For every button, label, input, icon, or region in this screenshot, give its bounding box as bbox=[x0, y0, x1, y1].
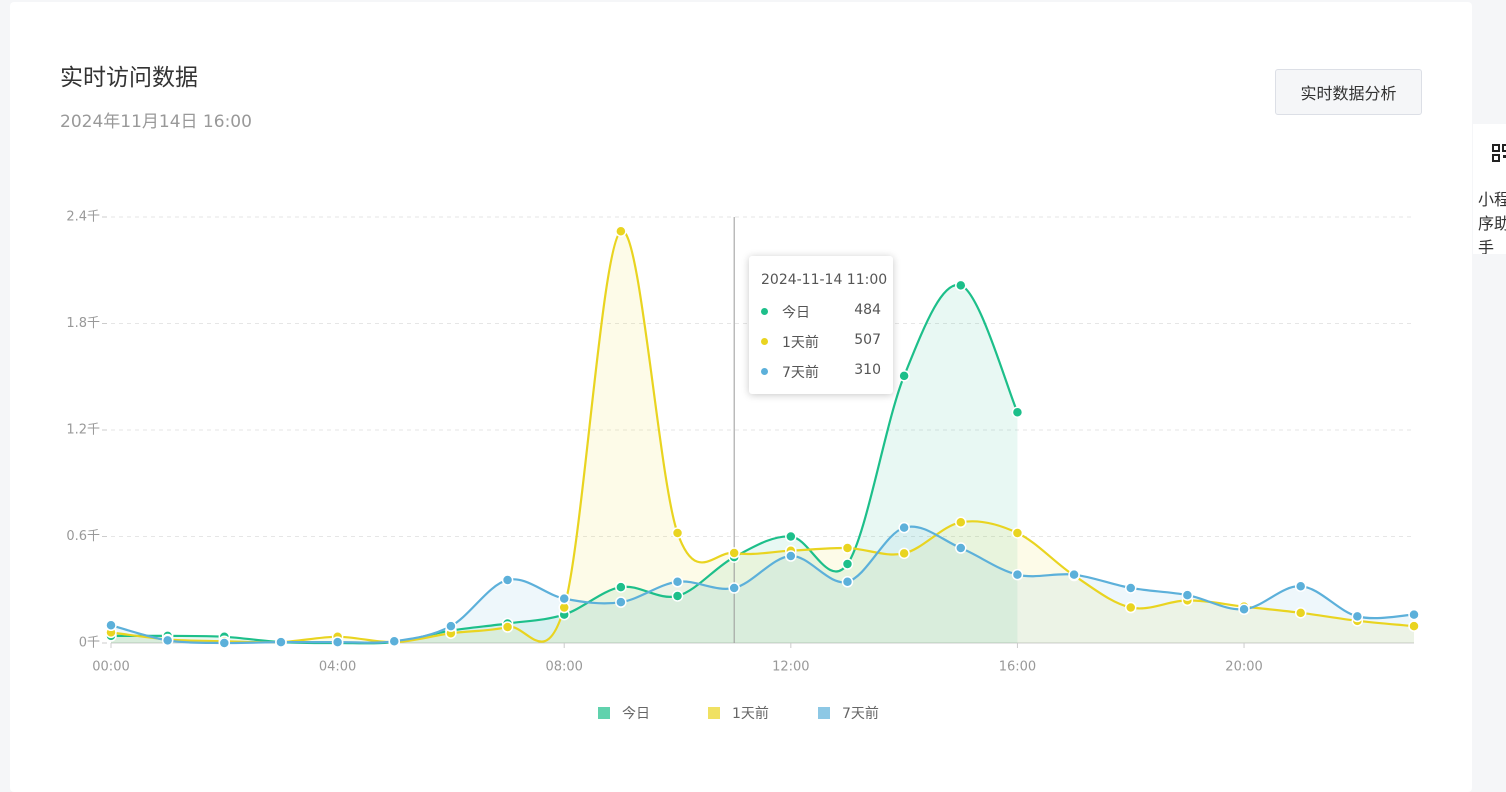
data-point bbox=[785, 530, 797, 543]
data-point bbox=[615, 225, 627, 237]
data-point bbox=[1408, 608, 1420, 621]
data-point bbox=[898, 547, 910, 560]
y-tick-label: 0千 bbox=[79, 636, 100, 651]
tooltip-dot bbox=[761, 308, 768, 315]
tooltip-dot bbox=[761, 368, 768, 375]
x-tick-label: 12:00 bbox=[772, 660, 809, 675]
data-point bbox=[1011, 568, 1024, 581]
data-point bbox=[1408, 620, 1420, 632]
data-point bbox=[558, 592, 570, 605]
data-point bbox=[785, 550, 797, 562]
legend-label: 7天前 bbox=[842, 705, 879, 722]
tooltip-value: 310 bbox=[854, 362, 881, 378]
data-point bbox=[1181, 589, 1194, 601]
data-point bbox=[1294, 607, 1307, 619]
data-point bbox=[1124, 582, 1137, 594]
data-point bbox=[1124, 601, 1137, 614]
data-point bbox=[615, 581, 627, 593]
tooltip-value: 484 bbox=[854, 302, 881, 318]
x-tick-label: 08:00 bbox=[545, 660, 582, 675]
tooltip-row: 7天前 310 bbox=[761, 362, 881, 382]
data-point bbox=[898, 521, 910, 534]
tooltip: 2024-11-14 11:00 今日 484 1天前 507 7天前 310 bbox=[749, 256, 893, 394]
legend-label: 今日 bbox=[622, 706, 650, 722]
legend-swatch bbox=[818, 707, 830, 719]
data-point bbox=[105, 619, 117, 631]
tooltip-dot bbox=[761, 338, 768, 345]
title: 实时访问数据 bbox=[60, 65, 198, 91]
tooltip-value: 507 bbox=[854, 332, 881, 348]
legend-swatch bbox=[598, 707, 610, 719]
data-point bbox=[955, 542, 967, 554]
data-point bbox=[275, 636, 287, 648]
y-tick-label: 1.8千 bbox=[66, 316, 100, 331]
data-point bbox=[331, 636, 344, 648]
data-point bbox=[501, 574, 514, 586]
data-point bbox=[388, 635, 401, 647]
data-point bbox=[671, 576, 684, 588]
data-point bbox=[161, 634, 174, 647]
side-label: 小程序助手 bbox=[1478, 190, 1506, 254]
y-tick-label: 2.4千 bbox=[66, 210, 100, 225]
legend-swatch bbox=[708, 707, 720, 719]
subtitle: 2024年11月14日 16:00 bbox=[60, 112, 252, 132]
tooltip-row: 今日 484 bbox=[761, 302, 881, 322]
x-tick-label: 00:00 bbox=[92, 660, 129, 675]
tooltip-name: 1天前 bbox=[782, 335, 819, 351]
data-point bbox=[1351, 610, 1364, 623]
data-point bbox=[955, 279, 967, 292]
series-area bbox=[111, 526, 1414, 644]
side-panel[interactable]: 小程序助手 bbox=[1473, 124, 1506, 254]
data-point bbox=[1011, 527, 1024, 539]
data-point bbox=[1068, 568, 1080, 581]
data-point bbox=[671, 527, 684, 539]
data-point bbox=[841, 576, 854, 588]
data-point bbox=[1238, 603, 1250, 616]
series-area bbox=[111, 230, 1414, 643]
data-point bbox=[615, 596, 627, 608]
data-point bbox=[1011, 406, 1024, 418]
data-point bbox=[728, 547, 740, 559]
data-point bbox=[898, 370, 910, 382]
tooltip-name: 今日 bbox=[782, 305, 810, 321]
y-tick-label: 0.6千 bbox=[66, 529, 100, 544]
data-point bbox=[1294, 580, 1307, 592]
data-point bbox=[955, 516, 967, 529]
tooltip-name: 7天前 bbox=[782, 365, 819, 381]
legend-label: 1天前 bbox=[732, 705, 769, 722]
data-point bbox=[501, 621, 514, 633]
card: 实时访问数据 2024年11月14日 16:00 实时数据分析 bbox=[10, 2, 1472, 792]
x-tick-label: 16:00 bbox=[999, 660, 1036, 675]
analysis-button[interactable]: 实时数据分析 bbox=[1275, 69, 1422, 115]
data-point bbox=[445, 620, 457, 632]
data-point bbox=[841, 542, 854, 554]
tooltip-title: 2024-11-14 11:00 bbox=[761, 272, 888, 288]
data-point bbox=[728, 582, 740, 594]
tooltip-row: 1天前 507 bbox=[761, 332, 881, 352]
x-tick-label: 04:00 bbox=[319, 660, 356, 675]
data-point bbox=[671, 590, 684, 602]
y-tick-label: 1.2千 bbox=[66, 423, 100, 438]
qr-icon bbox=[1492, 144, 1506, 162]
data-point bbox=[841, 558, 854, 570]
x-tick-label: 20:00 bbox=[1225, 660, 1262, 675]
data-point bbox=[218, 637, 231, 649]
points bbox=[105, 225, 1420, 649]
series-line bbox=[110, 230, 1415, 644]
